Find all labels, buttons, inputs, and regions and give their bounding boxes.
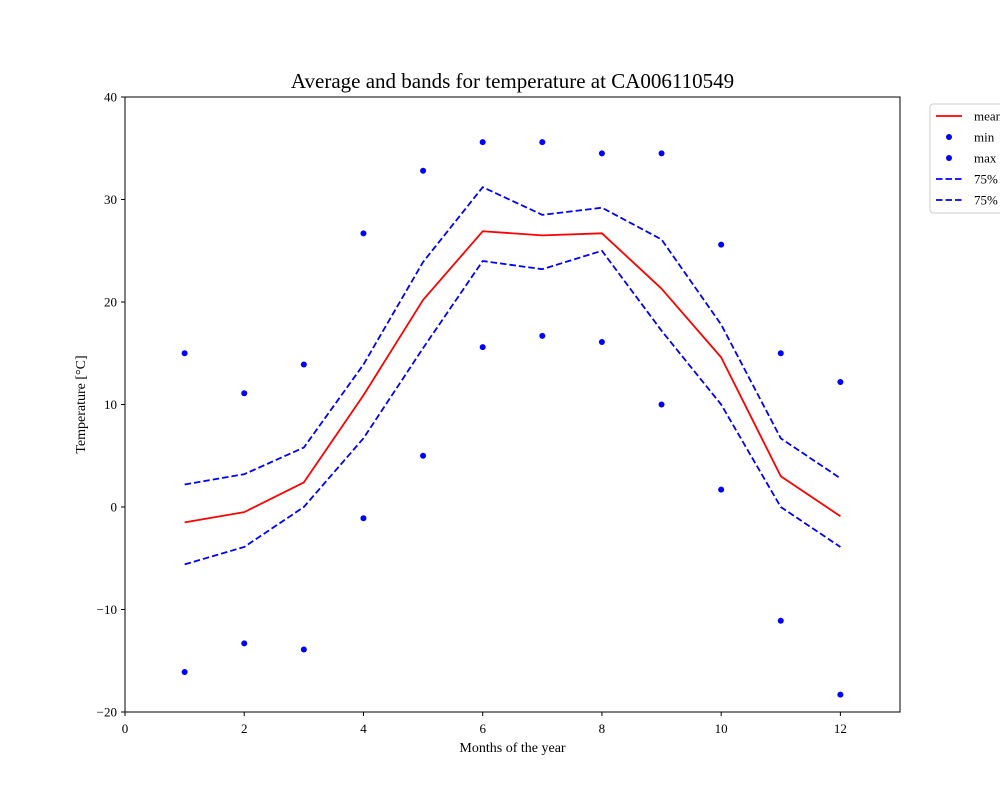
data-point-min-12 xyxy=(837,691,844,698)
data-point-max-10 xyxy=(718,241,725,248)
series-layer xyxy=(181,139,844,698)
y-tick-label--10: −10 xyxy=(97,602,117,617)
y-tick-label-10: 10 xyxy=(104,397,117,412)
legend-label-2: max xyxy=(974,151,997,166)
x-axis-label: Months of the year xyxy=(459,741,565,756)
x-tick-label-0: 0 xyxy=(122,721,129,736)
legend: mean min max 75% 75% xyxy=(929,103,1000,214)
data-point-min-11 xyxy=(777,617,784,624)
data-point-max-4 xyxy=(360,230,367,237)
data-point-max-1 xyxy=(181,350,188,357)
series-line-3-band xyxy=(184,186,841,486)
legend-frame xyxy=(929,103,1000,214)
plot-background xyxy=(125,97,900,712)
y-tick-label-20: 20 xyxy=(104,295,117,310)
x-tick-label-12: 12 xyxy=(834,721,847,736)
data-point-max-8 xyxy=(598,150,605,157)
y-tick-label-40: 40 xyxy=(104,90,117,105)
data-point-max-9 xyxy=(658,150,665,157)
data-point-min-7 xyxy=(539,332,546,339)
series-line-0-mean xyxy=(184,230,841,524)
legend-label-3: 75% xyxy=(974,172,998,187)
x-tick-label-4: 4 xyxy=(360,721,367,736)
y-tick-label--20: −20 xyxy=(97,705,117,720)
legend-swatch-1 xyxy=(946,134,952,140)
data-point-max-11 xyxy=(777,350,784,357)
data-point-min-1 xyxy=(181,669,188,676)
data-point-max-5 xyxy=(420,167,427,174)
axes: 0 2 4 6 8 10 12 −20 −10 0 10 20 30 40 xyxy=(97,90,901,736)
legend-label-4: 75% xyxy=(974,193,998,208)
data-point-min-3 xyxy=(300,646,307,653)
data-point-min-8 xyxy=(598,338,605,345)
data-point-min-2 xyxy=(241,640,248,647)
chart-title: Average and bands for temperature at CA0… xyxy=(291,69,734,93)
data-point-max-2 xyxy=(241,390,248,397)
legend-swatch-2 xyxy=(946,155,952,161)
x-tick-label-10: 10 xyxy=(715,721,728,736)
legend-label-1: min xyxy=(974,130,995,145)
x-tick-label-8: 8 xyxy=(599,721,606,736)
data-point-max-6 xyxy=(479,139,486,146)
data-point-max-3 xyxy=(300,361,307,368)
y-axis-label: Temperature [°C] xyxy=(74,355,89,453)
legend-label-0: mean xyxy=(974,109,1000,124)
data-point-min-10 xyxy=(718,486,725,493)
data-point-max-12 xyxy=(837,378,844,385)
y-tick-label-0: 0 xyxy=(111,500,118,515)
data-point-min-4 xyxy=(360,515,367,522)
series-line-4-band xyxy=(184,249,841,566)
plot-area xyxy=(125,97,900,712)
data-point-min-5 xyxy=(420,452,427,459)
data-point-max-7 xyxy=(539,139,546,146)
y-tick-label-30: 30 xyxy=(104,192,117,207)
data-point-min-9 xyxy=(658,401,665,408)
x-tick-label-6: 6 xyxy=(479,721,486,736)
data-point-min-6 xyxy=(479,344,486,351)
x-tick-label-2: 2 xyxy=(241,721,248,736)
